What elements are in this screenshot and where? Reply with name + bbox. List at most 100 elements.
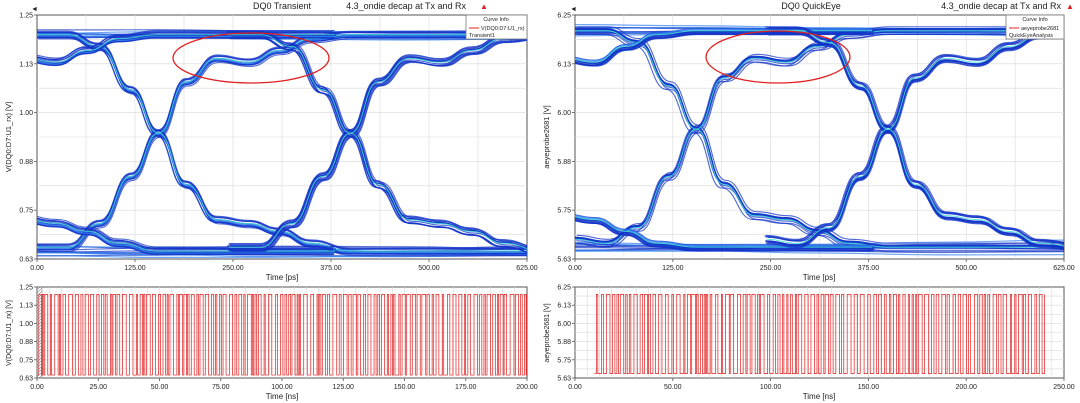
eye-trace: [37, 34, 527, 252]
wave-y-axis-label: aeyeprobe2681 [V]: [544, 303, 551, 362]
y-tick-label: 0.63: [19, 376, 33, 383]
eye-trace: [766, 27, 1064, 244]
eye-trace: [37, 29, 335, 59]
eye-trace: [766, 31, 1064, 244]
eye-trace: [38, 38, 527, 252]
eye-trace: [768, 27, 1064, 244]
legend-frame: [1005, 14, 1065, 40]
x-tick-label: 375.00: [858, 265, 880, 272]
eye-trace: [37, 34, 527, 248]
eye-trace: [575, 219, 875, 252]
y-tick-label: 6.25: [557, 285, 571, 292]
eye-trace: [765, 29, 1064, 242]
panel-quickeye: DQ0 QuickEye 4.3_ondie decap at Tx and R…: [542, 1, 1075, 401]
scroll-marker[interactable]: [36, 286, 43, 379]
eye-traces: [37, 29, 527, 258]
eye-trace: [576, 26, 1064, 244]
eye-trace: [766, 35, 1064, 249]
eye-trace: [37, 36, 526, 251]
x-tick-label: 0.00: [30, 384, 44, 391]
eye-trace: [575, 30, 1064, 244]
eye-trace: [575, 28, 1064, 246]
y-tick-label: 6.00: [557, 110, 571, 117]
eye-plot-quickeye: Curve Info aeyeprobe2681 QuickEyeAnalysi…: [542, 13, 1075, 283]
x-tick-label: 375.00: [320, 265, 342, 272]
y-tick-label: 5.88: [557, 339, 571, 346]
eye-trace: [764, 27, 1064, 241]
eye-trace: [37, 252, 527, 258]
y-tick-label: 1.00: [19, 110, 33, 117]
y-tick-label: 6.13: [557, 61, 571, 68]
legend-series-source: QuickEyeAnalysis: [1009, 33, 1053, 39]
eye-trace: [766, 30, 1064, 247]
y-tick-label: 1.25: [19, 13, 33, 20]
y-tick-label: 0.75: [19, 208, 33, 215]
y-tick-label: 6.13: [557, 303, 571, 310]
x-tick-label: 175.00: [455, 384, 477, 391]
eye-trace: [37, 32, 527, 246]
close-marker-icon[interactable]: ▲: [1066, 2, 1074, 11]
y-tick-label: 0.75: [19, 357, 33, 364]
y-tick-label: 6.25: [557, 13, 571, 20]
eye-trace: [37, 36, 526, 255]
x-tick-label: 500.00: [955, 265, 977, 272]
legend-series-name: aeyeprobe2681: [1021, 26, 1059, 32]
wave-plot-grid: [37, 287, 527, 378]
y-tick-label: 1.13: [19, 61, 33, 68]
eye-trace: [575, 219, 875, 251]
eye-plot-transient: Curve Info V(DQ0:D7:U1_rx) Transient1 1.…: [4, 13, 538, 283]
eye-x-ticks: 0.00 125.00 250.00 375.00 500.00 625.00: [30, 259, 538, 272]
eye-traces: [575, 24, 1064, 256]
wave-y-axis-label: V(DQ0:D7:U1_rx) [V]: [6, 300, 13, 366]
eye-x-axis-label: Time [ps]: [803, 273, 836, 282]
eye-y-axis-label: V(DQ0:D7:U1_rx) [V]: [4, 102, 13, 172]
eye-y-axis-label: aeyeprobe2681 [V]: [542, 105, 551, 168]
legend-box[interactable]: Curve Info V(DQ0:D7:U1_rx) Transient1: [465, 14, 528, 40]
eye-trace: [767, 34, 1064, 251]
y-tick-label: 6.00: [557, 321, 571, 328]
y-tick-label: 1.25: [19, 285, 33, 292]
panel-transient: DQ0 Transient 4.3_ondie decap at Tx and …: [4, 1, 538, 402]
eye-trace: [576, 31, 1064, 246]
y-tick-label: 1.13: [19, 303, 33, 310]
wave-y-ticks: 1.25 1.13 1.00 0.88 0.75 0.63: [19, 285, 37, 383]
close-marker-icon[interactable]: ▲: [480, 2, 488, 11]
x-tick-label: 500.00: [418, 265, 440, 272]
legend-box[interactable]: Curve Info aeyeprobe2681 QuickEyeAnalysi…: [1005, 14, 1065, 40]
y-tick-label: 0.88: [19, 339, 33, 346]
x-tick-label: 125.00: [124, 265, 146, 272]
eye-x-ticks: 0.00 125.00 250.00 375.00 500.00 625.00: [568, 259, 1075, 272]
x-tick-label: 75.00: [212, 384, 230, 391]
wave-x-ticks: 0.00 50.00 100.00 150.00 200.00 250.00: [568, 378, 1075, 391]
y-tick-label: 1.00: [19, 321, 33, 328]
eye-trace: [229, 32, 527, 245]
x-tick-label: 625.00: [1053, 265, 1075, 272]
eye-trace: [37, 34, 337, 64]
eye-trace: [37, 222, 335, 254]
eye-trace: [229, 37, 527, 253]
y-tick-label: 5.75: [557, 357, 571, 364]
eye-trace: [575, 217, 875, 250]
x-tick-label: 250.00: [222, 265, 244, 272]
eye-trace: [229, 35, 527, 248]
eye-trace: [231, 32, 527, 247]
x-tick-label: 50.00: [151, 384, 169, 391]
eye-trace: [37, 223, 334, 255]
x-tick-label: 250.00: [1053, 384, 1075, 391]
eye-trace: [230, 39, 527, 252]
legend-series-name: V(DQ0:D7:U1_rx): [481, 26, 525, 32]
x-tick-label: 250.00: [760, 265, 782, 272]
chart-note: 4.3_ondie decap at Tx and Rx: [941, 1, 1061, 11]
eye-y-ticks: 6.25 6.13 6.00 5.88 5.75 5.63: [557, 13, 575, 264]
x-tick-label: 150.00: [394, 384, 416, 391]
x-tick-label: 0.00: [568, 265, 582, 272]
eye-trace: [229, 34, 527, 250]
x-tick-label: 50.00: [664, 384, 682, 391]
y-tick-label: 5.88: [557, 159, 571, 166]
wave-plot-transient: 1.25 1.13 1.00 0.88 0.75 0.63 0.00 25.00 50.00 7…: [6, 285, 538, 402]
eye-y-ticks: 1.25 1.13 1.00 0.88 0.75 0.63: [19, 13, 37, 264]
legend-header: Curve Info: [1022, 17, 1047, 23]
x-tick-label: 625.00: [516, 265, 538, 272]
pin-marker-icon: ◄: [570, 6, 577, 13]
